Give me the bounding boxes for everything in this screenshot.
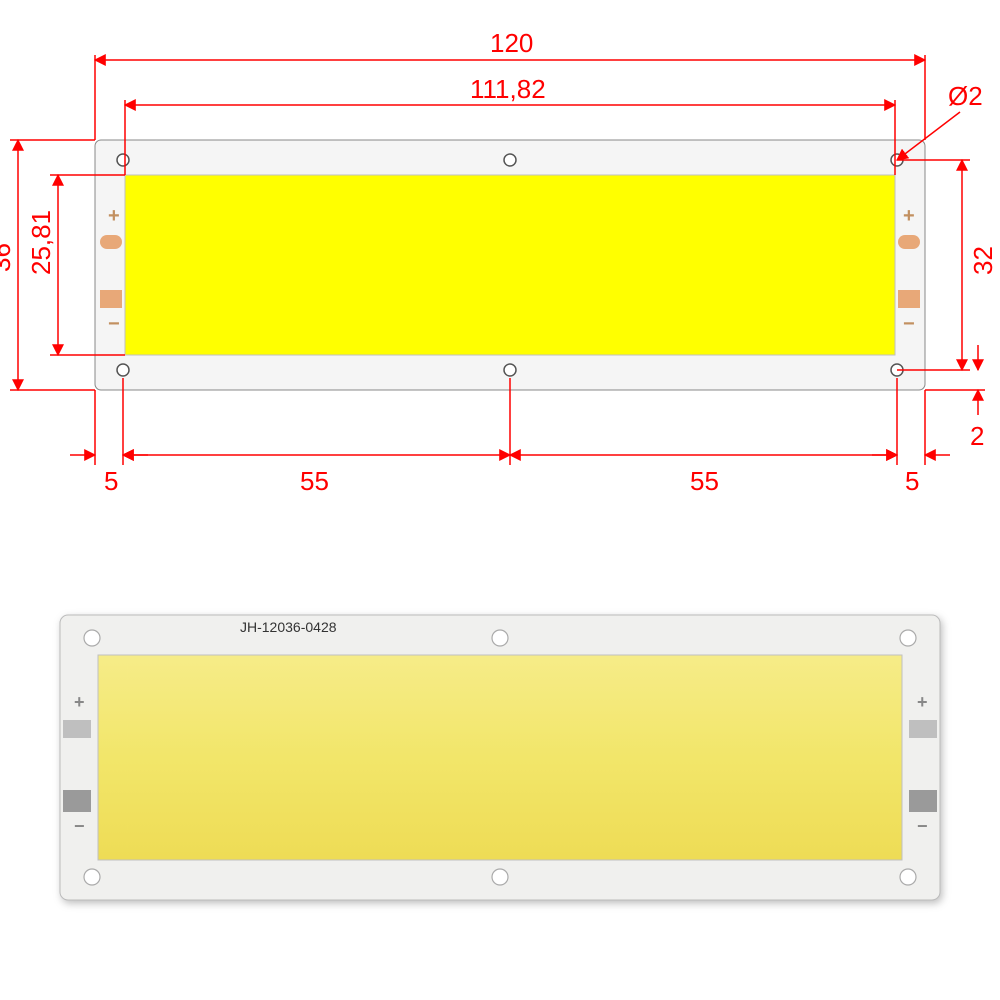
dim-label: 32 (968, 246, 998, 275)
polarity-minus-icon: − (917, 816, 928, 836)
part-number-label: JH-12036-0428 (240, 619, 337, 635)
led-emitting-area (125, 175, 895, 355)
dim-label: 2 (970, 421, 984, 451)
technical-drawing: + − + − 120 111,82 (0, 28, 998, 496)
dim-label: 5 (104, 466, 118, 496)
polarity-minus-icon: − (903, 313, 915, 335)
polarity-minus-icon: − (108, 313, 120, 335)
led-emitting-area-photo (98, 655, 902, 860)
dim-label: 36 (0, 243, 16, 272)
dim-label: 55 (690, 466, 719, 496)
dim-label: 120 (490, 28, 533, 58)
polarity-plus-icon: + (108, 205, 120, 227)
dim-label: Ø2 (948, 81, 983, 111)
polarity-plus-icon: + (903, 205, 915, 227)
polarity-plus-icon: + (74, 692, 85, 712)
polarity-plus-icon: + (917, 692, 928, 712)
polarity-minus-icon: − (74, 816, 85, 836)
dim-bottom-row: 5 55 55 5 (70, 378, 950, 496)
product-photo: + − + − JH-12036-0428 (60, 615, 940, 900)
dim-label: 5 (905, 466, 919, 496)
dim-label: 55 (300, 466, 329, 496)
dim-label: 111,82 (470, 74, 546, 104)
dim-label: 25,81 (26, 210, 56, 275)
